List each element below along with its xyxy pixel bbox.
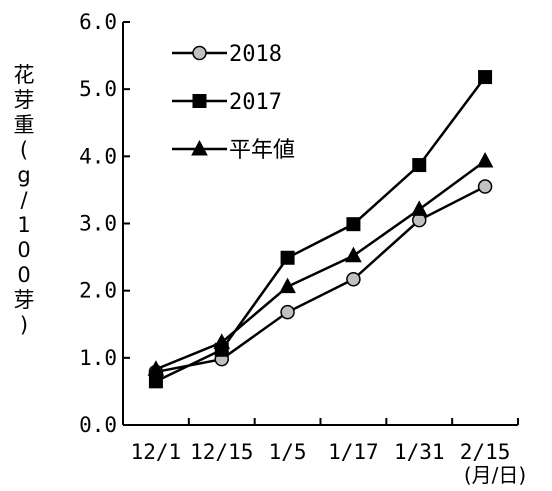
x-tick-label: 1/31 [394,440,445,464]
legend-label-2: 平年値 [229,138,295,163]
data-point-0-3 [346,271,361,287]
legend-marker-2 [191,139,208,156]
data-point-1-0 [148,374,163,389]
y-tick-labels: 0.0 1.0 2.0 3.0 4.0 5.0 6.0 [79,10,117,437]
x-tick-label: 12/15 [190,440,253,464]
data-point-2-0 [147,360,165,376]
legend-label-0: 2018 [229,42,282,67]
y-tick-label: 0.0 [79,413,117,437]
data-point-2-2 [279,277,296,294]
data-point-2-3 [345,246,362,263]
series-line-1 [155,76,487,383]
x-tick-label: 2/15 [460,440,511,464]
y-tick-label: 6.0 [79,10,117,34]
data-point-0-5 [477,179,493,194]
series-line-0 [155,185,486,374]
y-axis-label: 花芽重(g/1 0 0 芽) [14,63,35,337]
data-point-1-5 [478,70,493,85]
data-point-2-4 [410,200,428,216]
x-tick-label: 1/5 [269,440,307,464]
series-line-2 [155,160,486,371]
y-tick-label: 2.0 [79,279,117,303]
data-point-2-5 [476,151,494,168]
legend-marker-0 [192,45,207,61]
x-tick-label: 12/1 [131,440,182,464]
series-lines [155,76,487,383]
x-tick-label: 1/17 [328,440,379,464]
legend-label-1: 2017 [229,90,282,115]
data-point-1-4 [412,158,427,173]
x-axis-unit: (月/日) [464,463,526,487]
data-point-1-2 [280,250,295,265]
x-tick-labels: 12/1 12/15 1/5 1/17 1/31 2/15 [131,440,511,464]
legend-marker-1 [192,94,207,108]
y-tick-label: 3.0 [79,212,117,236]
y-tick-label: 5.0 [79,77,117,101]
data-point-1-3 [346,217,361,232]
y-tick-label: 1.0 [79,346,117,370]
y-tick-label: 4.0 [79,144,117,168]
axes [122,21,519,426]
data-point-2-1 [213,333,231,349]
series-markers [147,70,494,389]
y-axis-label-text: 花芽重(g/1 0 0 芽) [14,63,35,337]
data-point-0-2 [280,304,295,320]
legend: 2018 2017 平年値 [172,42,295,163]
